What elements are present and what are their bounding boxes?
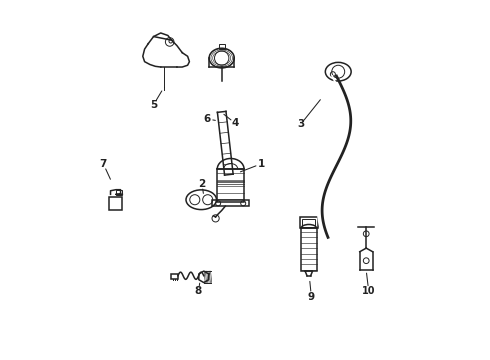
Text: 1: 1 (258, 159, 265, 169)
Bar (219, 44, 224, 49)
Bar (301, 228, 317, 271)
Text: 6: 6 (204, 114, 211, 124)
Text: 5: 5 (150, 100, 157, 110)
Text: 8: 8 (195, 286, 202, 296)
Text: 2: 2 (198, 179, 206, 189)
Bar (109, 197, 122, 211)
Bar (172, 274, 178, 279)
Text: 3: 3 (297, 120, 304, 129)
Bar (300, 217, 318, 228)
Text: 10: 10 (362, 286, 375, 296)
Bar (302, 220, 315, 227)
Bar (212, 201, 249, 206)
Ellipse shape (325, 62, 351, 81)
Text: 9: 9 (308, 292, 315, 302)
Text: 4: 4 (232, 118, 239, 128)
Bar (217, 169, 245, 202)
Bar (116, 190, 122, 195)
Text: 7: 7 (99, 159, 107, 169)
